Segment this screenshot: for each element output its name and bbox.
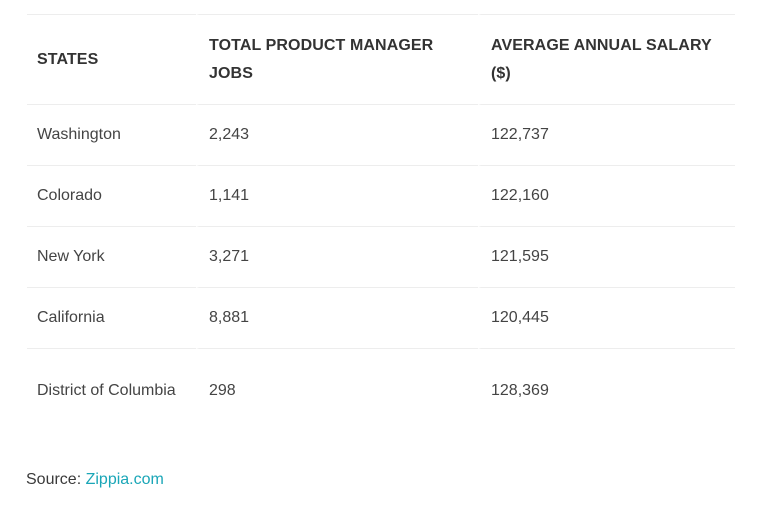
header-states: STATES — [27, 14, 196, 104]
cell-jobs: 298 — [196, 348, 478, 433]
cell-state: Colorado — [27, 165, 196, 226]
salary-table: STATES TOTAL PRODUCT MANAGER JOBS AVERAG… — [27, 14, 735, 433]
cell-jobs: 3,271 — [196, 226, 478, 287]
header-total-jobs: TOTAL PRODUCT MANAGER JOBS — [196, 14, 478, 104]
header-average-salary: AVERAGE ANNUAL SALARY ($) — [478, 14, 735, 104]
table-row: District of Columbia 298 128,369 — [27, 348, 735, 433]
cell-state: Washington — [27, 104, 196, 165]
table-row: Washington 2,243 122,737 — [27, 104, 735, 165]
cell-jobs: 1,141 — [196, 165, 478, 226]
table-row: New York 3,271 121,595 — [27, 226, 735, 287]
cell-state: New York — [27, 226, 196, 287]
cell-state: District of Columbia — [27, 348, 196, 433]
source-line: Source: Zippia.com — [26, 468, 164, 492]
cell-jobs: 8,881 — [196, 287, 478, 348]
cell-jobs: 2,243 — [196, 104, 478, 165]
source-label: Source: — [26, 471, 82, 488]
table-header-row: STATES TOTAL PRODUCT MANAGER JOBS AVERAG… — [27, 14, 735, 104]
cell-salary: 128,369 — [478, 348, 735, 433]
cell-state: California — [27, 287, 196, 348]
table-row: Colorado 1,141 122,160 — [27, 165, 735, 226]
cell-salary: 120,445 — [478, 287, 735, 348]
source-link[interactable]: Zippia.com — [85, 471, 164, 488]
table-row: California 8,881 120,445 — [27, 287, 735, 348]
cell-salary: 121,595 — [478, 226, 735, 287]
cell-salary: 122,160 — [478, 165, 735, 226]
cell-salary: 122,737 — [478, 104, 735, 165]
